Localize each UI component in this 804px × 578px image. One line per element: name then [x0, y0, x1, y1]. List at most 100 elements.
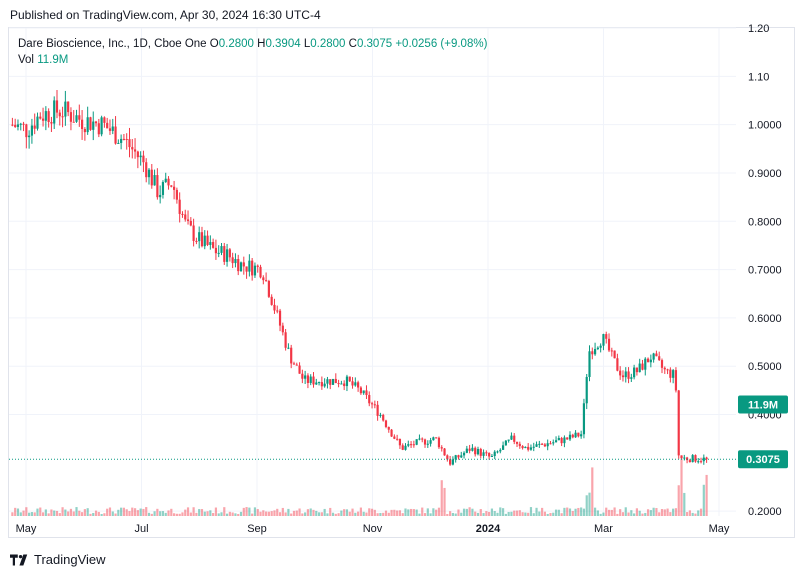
- close-value: 0.3075: [356, 38, 393, 50]
- candle-body: [253, 265, 257, 276]
- volume-bar: [72, 511, 75, 516]
- change-value: +0.0256 (+9.08%): [395, 38, 488, 50]
- candle-body: [67, 101, 70, 113]
- volume-bar: [354, 512, 357, 516]
- volume-bar: [613, 507, 616, 516]
- volume-bar: [195, 512, 198, 516]
- candle-body: [267, 281, 270, 297]
- y-tick-label: 1.10: [748, 71, 769, 83]
- candle-body: [421, 438, 424, 440]
- candle-body: [546, 443, 549, 447]
- candle-body: [357, 382, 360, 388]
- volume-bar: [136, 510, 139, 516]
- volume-bar: [404, 508, 407, 516]
- volume-bar: [209, 510, 212, 516]
- x-tick-label: 2024: [476, 523, 501, 535]
- candle-body: [175, 189, 178, 200]
- volume-bar: [482, 513, 485, 516]
- volume-bar: [228, 511, 231, 516]
- candle-body: [404, 445, 407, 450]
- volume-bar: [262, 510, 265, 516]
- volume-bar: [660, 509, 664, 516]
- volume-bar: [175, 513, 178, 516]
- volume-bar: [646, 509, 650, 516]
- candle-body: [658, 356, 661, 361]
- volume-bar: [390, 509, 393, 516]
- high-label: H: [257, 38, 266, 50]
- candle-body: [384, 420, 388, 427]
- volume-bar: [53, 510, 56, 516]
- volume-bar: [39, 507, 42, 516]
- volume-bar: [563, 507, 566, 516]
- volume-bar: [206, 511, 209, 516]
- volume-bar: [446, 513, 449, 516]
- volume-bar: [641, 513, 644, 516]
- volume-bar: [237, 513, 240, 516]
- volume-bar: [607, 509, 611, 516]
- candle-body: [596, 347, 599, 350]
- candle-body: [145, 162, 148, 178]
- candle-body: [702, 457, 705, 462]
- candle-body: [354, 382, 357, 386]
- candle-body: [315, 382, 318, 385]
- candle-body: [513, 435, 516, 442]
- candle-body: [237, 259, 240, 272]
- candle-body: [22, 123, 25, 125]
- volume-bar: [47, 513, 50, 516]
- candle-body: [94, 121, 98, 124]
- volume-bar: [111, 511, 114, 516]
- candle-body: [301, 373, 304, 379]
- open-value: 0.2800: [218, 38, 254, 50]
- volume-bar: [546, 513, 549, 516]
- candle-body: [122, 138, 126, 140]
- low-value: 0.2800: [310, 38, 346, 50]
- candle-body: [298, 365, 301, 374]
- volume-bar: [133, 508, 137, 516]
- volume-bar: [239, 511, 243, 516]
- candle-body: [633, 367, 636, 378]
- candle-body: [331, 378, 335, 385]
- candle-body: [72, 121, 75, 123]
- volume-bar: [106, 508, 109, 516]
- candle-body: [323, 383, 326, 387]
- candle-body: [409, 444, 413, 446]
- volume-bar: [588, 492, 591, 516]
- tradingview-brand[interactable]: TradingView: [10, 552, 106, 567]
- candle-body: [619, 370, 622, 376]
- volume-bar: [616, 513, 619, 516]
- volume-bar: [11, 512, 14, 516]
- candle-body: [58, 112, 61, 117]
- volume-bar: [290, 513, 293, 516]
- volume-bar: [644, 512, 647, 516]
- volume-bar: [571, 511, 574, 516]
- candle-body: [83, 129, 86, 133]
- volume-bar: [490, 508, 494, 516]
- volume-bar: [373, 509, 376, 516]
- candle-body: [644, 358, 647, 370]
- candle-body: [379, 414, 382, 416]
- chart-frame[interactable]: [8, 27, 795, 538]
- volume-bar: [440, 480, 443, 516]
- candle-body: [128, 139, 131, 148]
- candle-body: [173, 186, 176, 190]
- volume-bar: [139, 508, 142, 516]
- volume-bar: [457, 509, 460, 516]
- volume-bar: [384, 510, 388, 516]
- volume-bar: [267, 511, 270, 516]
- candle-body: [451, 459, 454, 465]
- low-label: L: [303, 38, 311, 50]
- candle-body: [214, 247, 218, 254]
- volume-bar: [624, 507, 627, 516]
- candle-body: [178, 199, 181, 214]
- candle-body: [652, 353, 655, 360]
- candle-body: [320, 382, 323, 387]
- volume-bar: [515, 510, 519, 516]
- volume-bar: [627, 512, 630, 516]
- volume-bar: [379, 512, 382, 516]
- candle-body: [485, 452, 488, 454]
- volume-bar: [451, 512, 454, 516]
- candle-body: [19, 123, 22, 125]
- candle-body: [28, 135, 31, 138]
- candle-body: [278, 310, 282, 326]
